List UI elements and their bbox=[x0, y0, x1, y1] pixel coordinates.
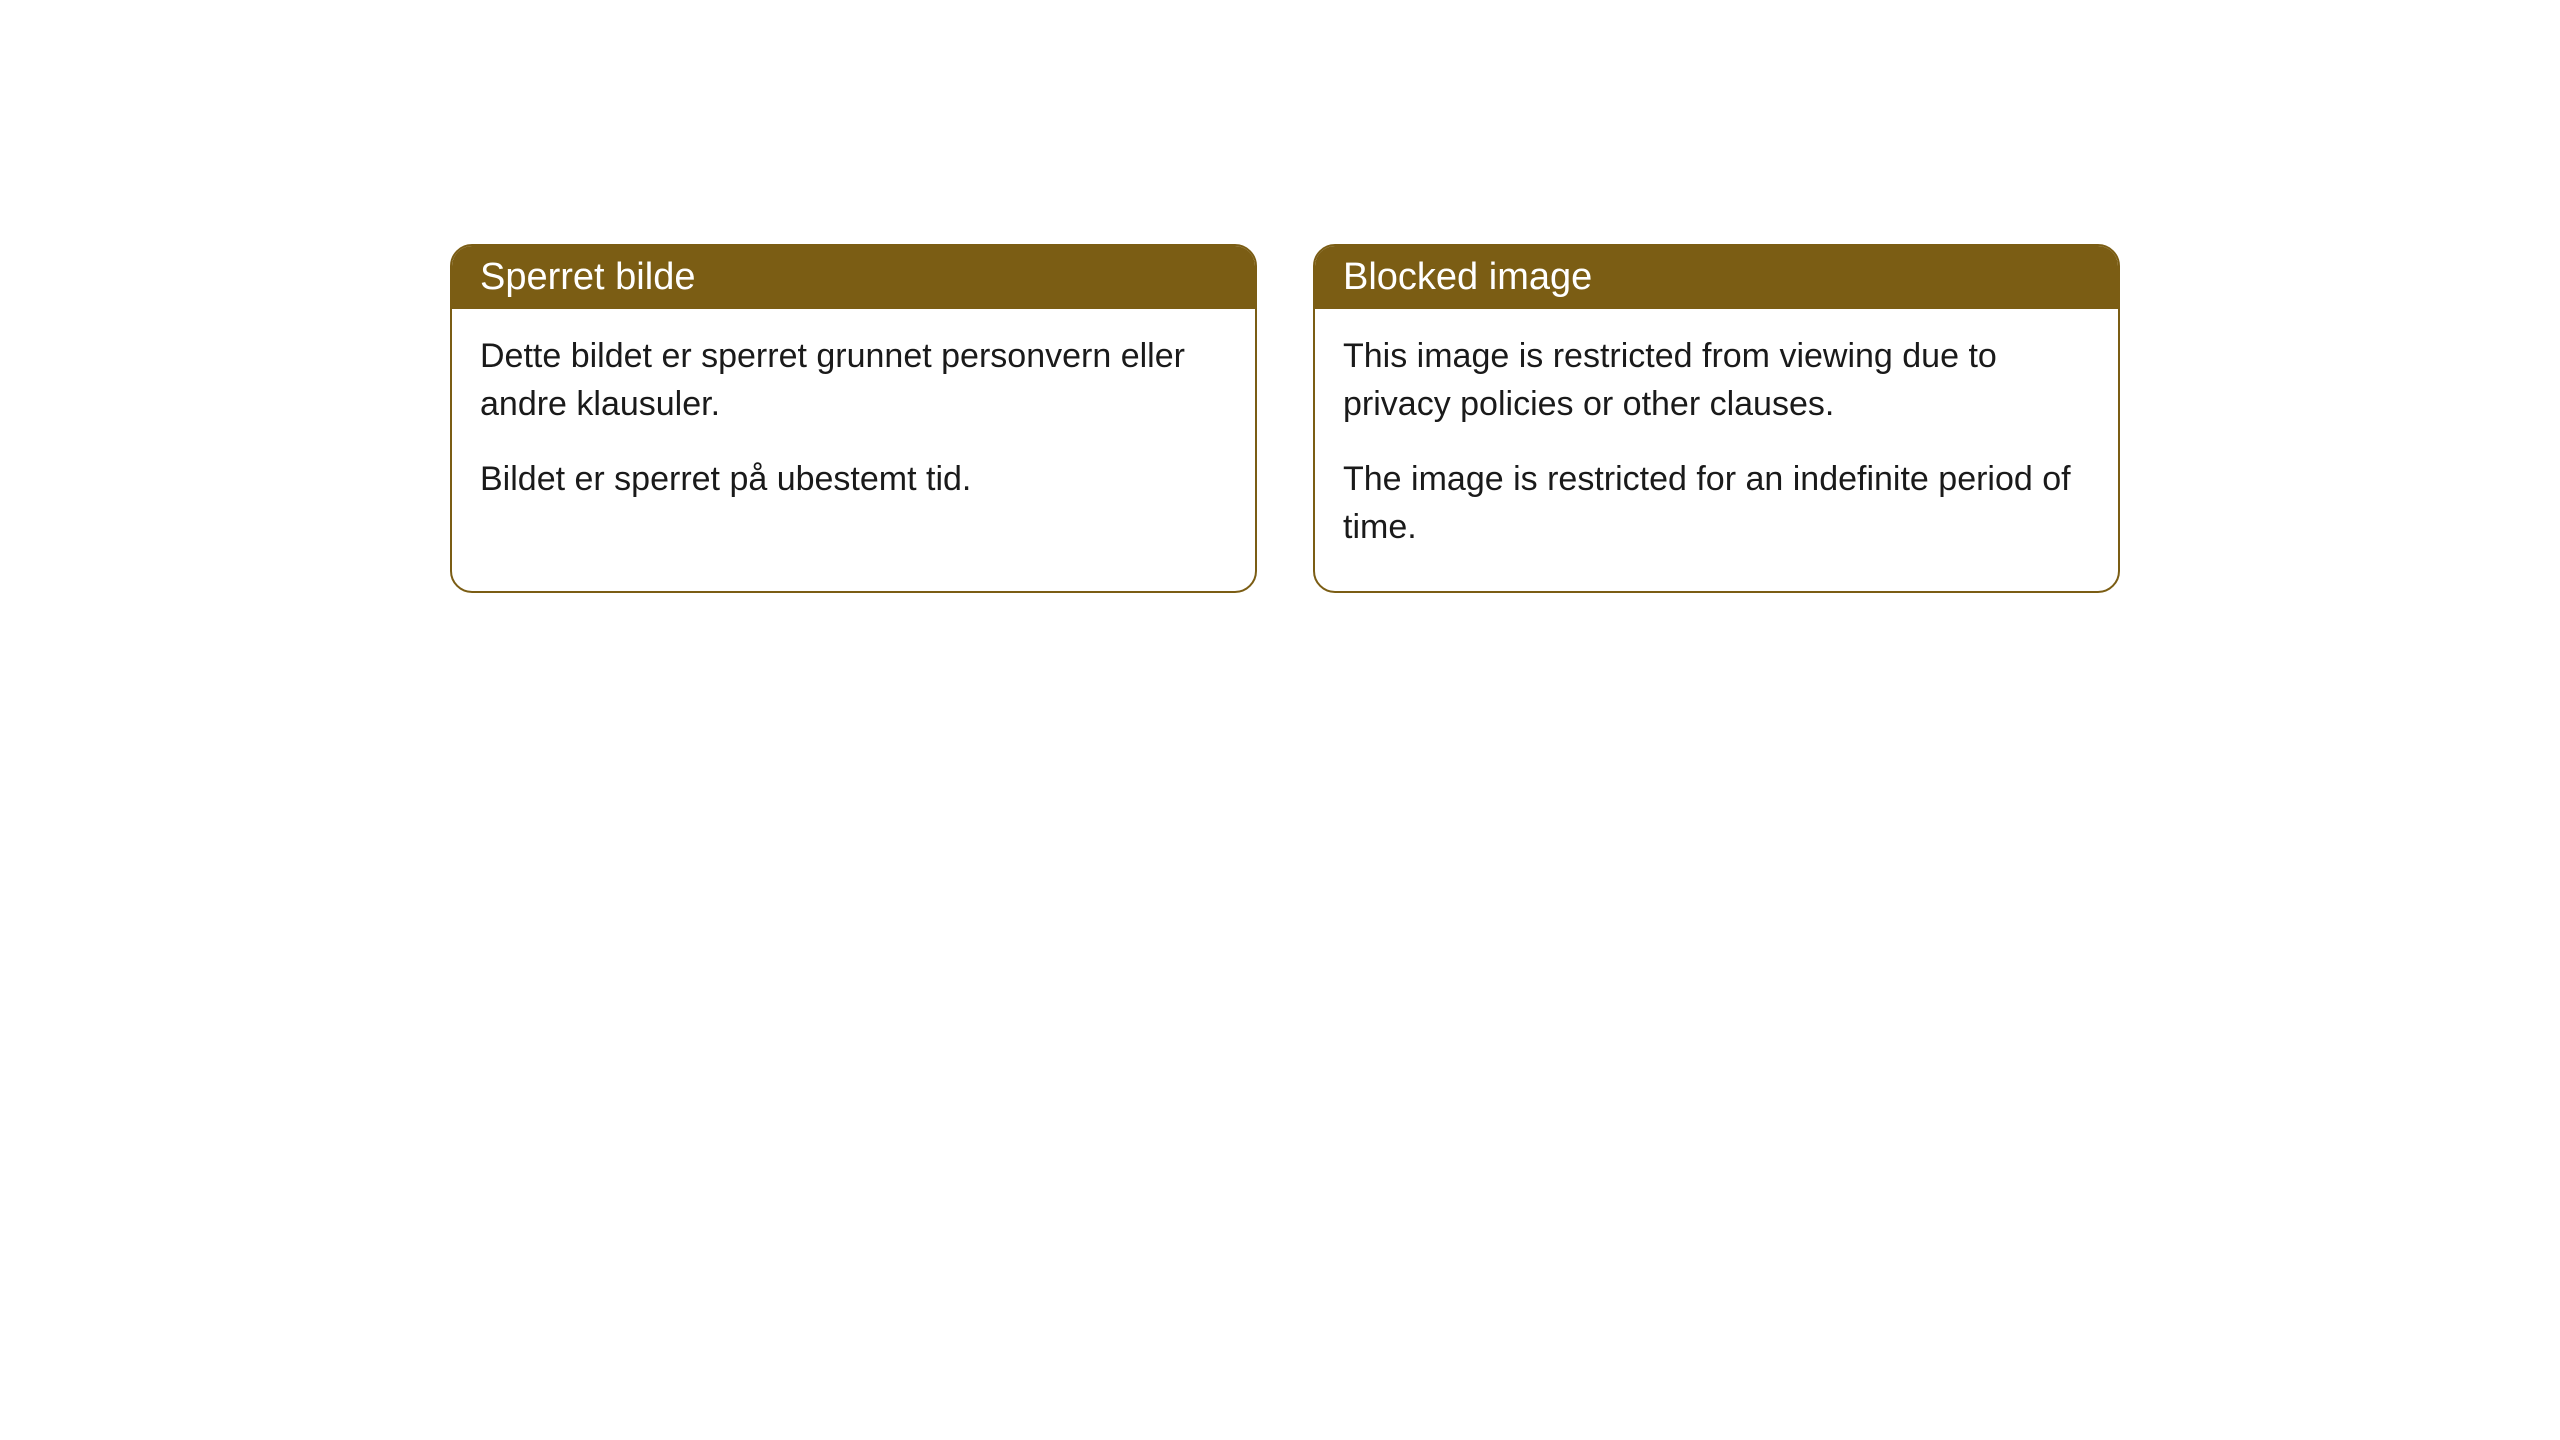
notice-card-paragraph: Dette bildet er sperret grunnet personve… bbox=[480, 333, 1227, 428]
notice-card-paragraph: Bildet er sperret på ubestemt tid. bbox=[480, 456, 1227, 504]
notice-card-title: Blocked image bbox=[1315, 246, 2118, 309]
notice-card-title: Sperret bilde bbox=[452, 246, 1255, 309]
notice-card-paragraph: This image is restricted from viewing du… bbox=[1343, 333, 2090, 428]
notice-card-body: This image is restricted from viewing du… bbox=[1315, 309, 2118, 591]
notice-card-norwegian: Sperret bilde Dette bildet er sperret gr… bbox=[450, 244, 1257, 593]
notice-cards-container: Sperret bilde Dette bildet er sperret gr… bbox=[0, 0, 2560, 593]
notice-card-english: Blocked image This image is restricted f… bbox=[1313, 244, 2120, 593]
notice-card-paragraph: The image is restricted for an indefinit… bbox=[1343, 456, 2090, 551]
notice-card-body: Dette bildet er sperret grunnet personve… bbox=[452, 309, 1255, 544]
